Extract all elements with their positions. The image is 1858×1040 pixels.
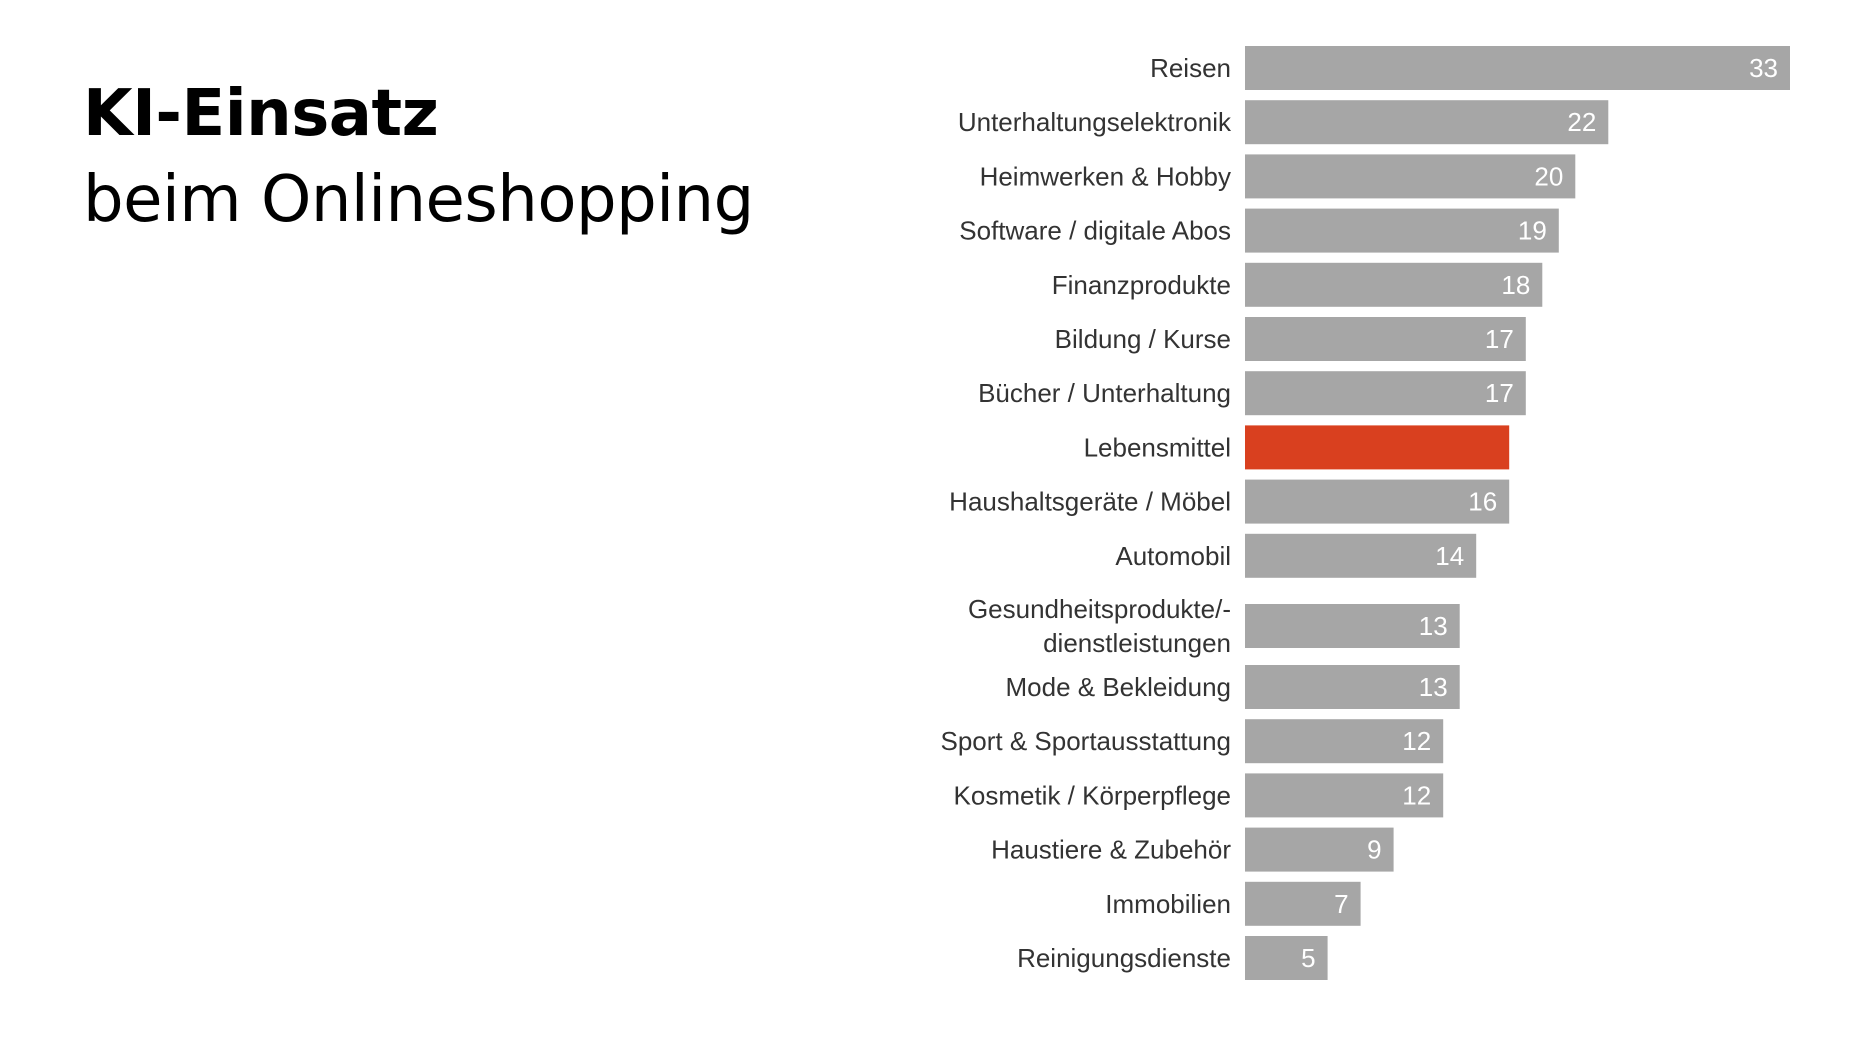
chart-title-block: KI-Einsatz beim Onlineshopping <box>83 72 754 244</box>
category-label-7: Lebensmittel <box>1084 432 1231 462</box>
category-label-10: Gesundheitsprodukte/-dienstleistungen <box>968 594 1231 658</box>
bar-9 <box>1245 533 1477 578</box>
value-label-6: 17 <box>1485 378 1514 408</box>
category-label-12: Sport & Sportausstattung <box>940 726 1231 756</box>
category-label-14: Haustiere & Zubehör <box>991 835 1231 865</box>
value-label-1: 22 <box>1567 107 1596 137</box>
category-label-3: Software / digitale Abos <box>959 216 1231 246</box>
category-label-5: Bildung / Kurse <box>1055 324 1231 354</box>
bar-10 <box>1245 604 1460 648</box>
value-label-0: 33 <box>1749 53 1778 83</box>
category-label-8: Haushaltsgeräte / Möbel <box>949 487 1231 517</box>
bar-14 <box>1245 827 1394 872</box>
bar-1 <box>1245 100 1609 145</box>
category-label-6: Bücher / Unterhaltung <box>978 378 1231 408</box>
value-label-2: 20 <box>1534 161 1563 191</box>
bar-2 <box>1245 154 1576 199</box>
bar-12 <box>1245 719 1444 764</box>
category-label-13: Kosmetik / Körperpflege <box>954 780 1231 810</box>
bar-0 <box>1245 46 1790 90</box>
category-label-16: Reinigungsdienste <box>1017 943 1231 973</box>
bar-4 <box>1245 262 1543 307</box>
category-label-4: Finanzprodukte <box>1052 270 1231 300</box>
bar-7 <box>1245 425 1510 470</box>
category-label-15: Immobilien <box>1105 889 1231 919</box>
value-label-14: 9 <box>1367 835 1381 865</box>
value-label-3: 19 <box>1518 216 1547 246</box>
value-label-12: 12 <box>1402 726 1431 756</box>
bar-5 <box>1245 317 1526 361</box>
bar-3 <box>1245 208 1559 253</box>
bar-15 <box>1245 881 1361 926</box>
value-label-5: 17 <box>1485 324 1514 354</box>
bar-6 <box>1245 371 1526 416</box>
value-label-9: 14 <box>1435 541 1464 571</box>
value-label-13: 12 <box>1402 780 1431 810</box>
chart-subtitle: beim Onlineshopping <box>83 163 754 237</box>
bar-13 <box>1245 773 1444 818</box>
value-label-16: 5 <box>1301 943 1315 973</box>
value-label-8: 16 <box>1468 487 1497 517</box>
value-label-11: 13 <box>1419 672 1448 702</box>
bar-8 <box>1245 479 1510 524</box>
value-label-15: 7 <box>1334 889 1348 919</box>
bar-16 <box>1245 936 1328 980</box>
category-label-9: Automobil <box>1115 541 1231 571</box>
category-label-11: Mode & Bekleidung <box>1006 672 1231 702</box>
value-label-10: 13 <box>1419 611 1448 641</box>
category-label-1: Unterhaltungselektronik <box>958 107 1232 137</box>
bar-11 <box>1245 665 1460 709</box>
value-label-4: 18 <box>1501 270 1530 300</box>
category-label-0: Reisen <box>1150 53 1231 83</box>
chart-title: KI-Einsatz <box>83 77 439 151</box>
category-label-2: Heimwerken & Hobby <box>980 161 1231 191</box>
